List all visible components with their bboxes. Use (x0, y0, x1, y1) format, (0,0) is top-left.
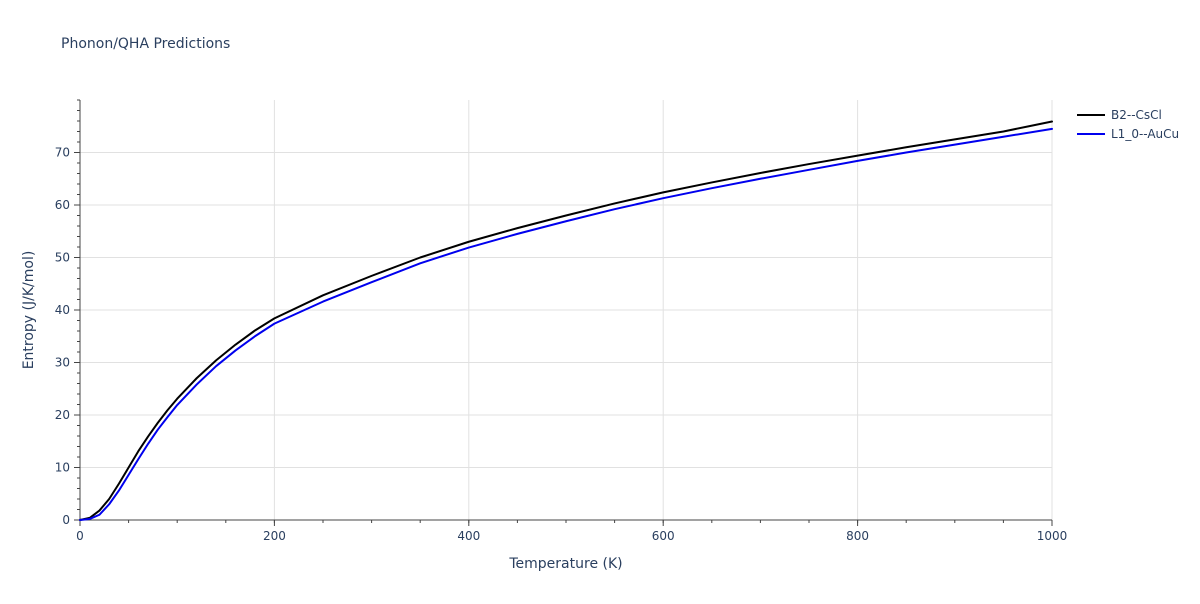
legend-label: B2--CsCl (1111, 108, 1162, 122)
x-tick-label: 200 (263, 529, 286, 543)
y-tick-label: 20 (55, 408, 70, 422)
x-tick-label: 600 (652, 529, 675, 543)
y-tick-label: 60 (55, 198, 70, 212)
series-line-2[interactable] (79, 127, 1053, 521)
series-layer[interactable] (79, 120, 1053, 521)
legend-label: L1_0--AuCu (1111, 127, 1179, 141)
legend[interactable]: B2--CsCl L1_0--AuCu (1077, 108, 1179, 141)
chart-title: Phonon/QHA Predictions (61, 36, 231, 52)
y-tick-label: 0 (62, 513, 70, 527)
y-axis-title: Entropy (J/K/mol) (21, 251, 37, 370)
y-tick-label: 50 (55, 251, 70, 265)
axis-layer: 0 200 400 600 800 1000 0 10 20 30 40 50 60 70 (55, 99, 1068, 543)
series-line-1[interactable] (79, 120, 1053, 521)
x-tick-label: 800 (846, 529, 869, 543)
y-tick-label: 10 (55, 461, 70, 475)
x-tick-label: 0 (76, 529, 84, 543)
x-tick-label: 400 (457, 529, 480, 543)
x-tick-label: 1000 (1037, 529, 1068, 543)
y-tick-label: 30 (55, 356, 70, 370)
legend-item-2[interactable]: L1_0--AuCu (1077, 127, 1179, 141)
grid-layer (80, 100, 1053, 520)
legend-item-1[interactable]: B2--CsCl (1077, 108, 1162, 122)
y-tick-label: 70 (55, 146, 70, 160)
y-tick-label: 40 (55, 303, 70, 317)
x-axis-title: Temperature (K) (508, 556, 622, 572)
